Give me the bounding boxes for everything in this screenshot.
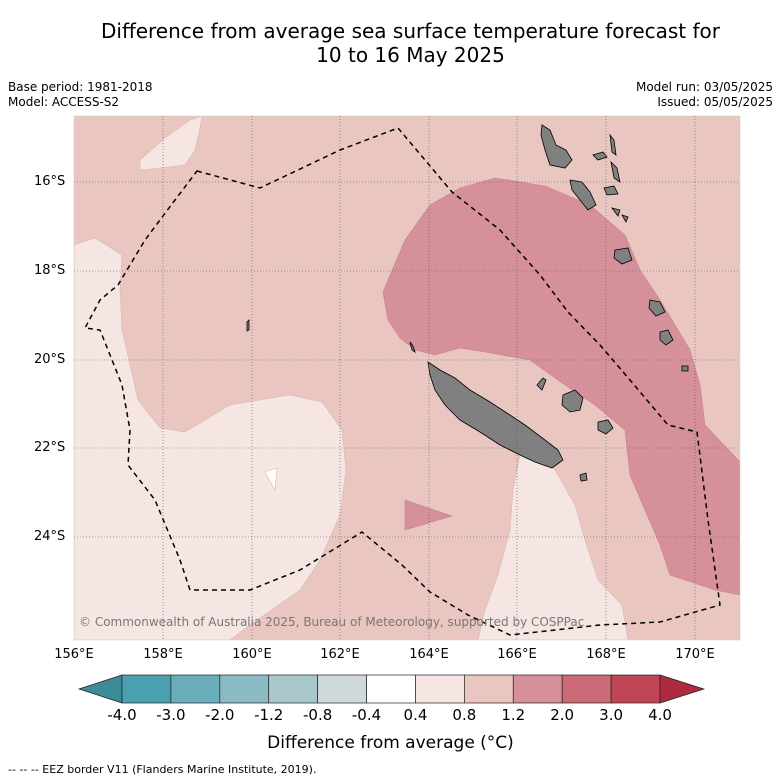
colorbar-tick-label: -1.2 (254, 706, 284, 724)
colorbar-segment (170, 674, 221, 704)
meta-left: Base period: 1981-2018 Model: ACCESS-S2 (8, 80, 153, 110)
colorbar-segment (415, 674, 465, 704)
lon-tick-158e: 158°E (143, 647, 183, 662)
vanuatu-maewo (609, 133, 617, 156)
lat-tick-24s: 24°S (34, 529, 66, 544)
colorbar-tick-label: 3.0 (599, 706, 624, 724)
loyalty-island-mare (597, 419, 614, 435)
vanuatu-malekula (569, 179, 597, 211)
vanuatu-efate (613, 247, 633, 265)
colorbar-tick-label: -2.0 (205, 706, 235, 724)
colorbar-tick-label: -3.0 (156, 706, 186, 724)
lon-tick-156e: 156°E (54, 647, 94, 662)
lon-tick-162e: 162°E (320, 647, 360, 662)
lon-tick-164e: 164°E (409, 647, 449, 662)
colorbar-tick-label: 0.8 (452, 706, 477, 724)
colorbar-label: Difference from average (°C) (267, 733, 514, 753)
lon-tick-160e: 160°E (232, 647, 272, 662)
model-name: Model: ACCESS-S2 (8, 95, 120, 109)
colorbar-segments (121, 674, 661, 704)
model-run: Model run: 03/05/2025 (635, 80, 773, 94)
loyalty-island-ouvea (536, 377, 547, 391)
colorbar-segment (512, 674, 563, 704)
chesterfield-islet (246, 319, 250, 332)
meta-right: Model run: 03/05/2025 Issued: 05/05/2025 (636, 80, 773, 110)
isle-of-pines (579, 472, 588, 482)
map-area (74, 116, 740, 640)
colorbar-segment (366, 674, 416, 704)
anomaly-near-zero-spot (264, 467, 278, 491)
title-line-2: 10 to 16 May 2025 (316, 43, 505, 67)
vanuatu-erromango (648, 299, 666, 317)
colorbar-segment (610, 674, 661, 704)
colorbar-high-extend (659, 674, 706, 704)
eez-legend-footer: -- -- -- EEZ border V11 (Flanders Marine… (8, 763, 317, 776)
colorbar-low-extend (77, 674, 123, 704)
land (246, 124, 689, 482)
anomaly-0-4-0-8-north-patch (139, 116, 203, 171)
lon-tick-166e: 166°E (497, 647, 537, 662)
lon-tick-170e: 170°E (675, 647, 715, 662)
copyright-notice: © Commonwealth of Australia 2025, Bureau… (79, 615, 585, 629)
colorbar-tick-label: 4.0 (648, 706, 672, 724)
anomaly-0-4-0-8-west-region (74, 237, 347, 640)
vanuatu-aneityum (681, 365, 689, 372)
vanuatu-ambrym (603, 185, 619, 196)
colorbar-tick-label: 0.4 (403, 706, 428, 724)
colorbar-tick-label: -0.8 (302, 706, 333, 724)
vanuatu-ambae (592, 151, 608, 161)
graticule (74, 116, 740, 640)
colorbar-tick-label: -0.4 (351, 706, 382, 724)
colorbar-segment (317, 674, 367, 704)
colorbar-tick-label: 1.2 (501, 706, 526, 724)
title-line-1: Difference from average sea surface temp… (100, 19, 720, 43)
vanuatu-epi (611, 207, 621, 217)
colorbar (77, 674, 706, 704)
colorbar-segment (561, 674, 612, 704)
vanuatu-tanna (659, 329, 674, 346)
colorbar-tick-label: 2.0 (550, 706, 575, 724)
eez-border (83, 127, 721, 636)
colorbar-segment (219, 674, 270, 704)
lat-tick-22s: 22°S (34, 440, 66, 455)
lon-tick-168e: 168°E (586, 647, 626, 662)
colorbar-tick-label: -4.0 (107, 706, 137, 724)
colorbar-segment (464, 674, 514, 704)
anomaly-1-2-2-0-small-patch (404, 499, 453, 531)
lat-tick-20s: 20°S (34, 352, 66, 367)
new-caledonia-main-island (427, 361, 564, 469)
belep-islands (409, 341, 416, 353)
vanuatu-espiritu-santo (540, 124, 573, 169)
colorbar-segment (121, 674, 172, 704)
lat-tick-16s: 16°S (34, 174, 66, 189)
vanuatu-shepherd-islands (621, 214, 629, 223)
anomaly-1-2-2-0-east-region (382, 177, 740, 596)
loyalty-island-lifou (561, 389, 584, 413)
issued-date: Issued: 05/05/2025 (657, 95, 773, 109)
base-period: Base period: 1981-2018 (8, 80, 153, 94)
lat-tick-18s: 18°S (34, 263, 66, 278)
colorbar-segment (268, 674, 318, 704)
